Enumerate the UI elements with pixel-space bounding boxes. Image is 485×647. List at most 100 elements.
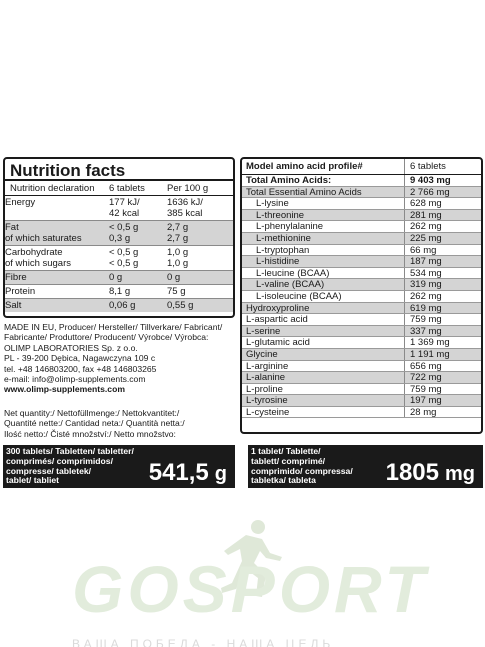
nutrition-row: Fibre 0 g 0 g <box>5 271 233 285</box>
nutrient-serving-value: < 0,5 g < 0,5 g <box>109 246 167 270</box>
nutrient-name-line: Fibre <box>5 272 27 283</box>
nutrient-per100g-value: 75 g <box>167 285 233 298</box>
box-1-amount: 1805 mg <box>386 460 475 487</box>
amino-acid-name: L-lysine <box>242 198 405 209</box>
amino-row: L-cysteine 28 mg <box>242 406 481 419</box>
amino-row: L-serine 337 mg <box>242 325 481 338</box>
box-1-amount-value: 1805 <box>385 459 439 486</box>
amino-row: Total Essential Amino Acids 2 766 mg <box>242 186 481 199</box>
amino-acid-value: 2 766 mg <box>410 186 450 198</box>
nutrition-row: Salt 0,06 g 0,55 g <box>5 299 233 312</box>
nutrient-name: Energy <box>5 196 109 220</box>
nutrition-facts-title: Nutrition facts <box>5 159 233 181</box>
amino-acid-name: L-methionine <box>242 232 405 244</box>
amino-acid-name: L-leucine (BCAA) <box>242 267 405 279</box>
nutrient-per100g-value-line: 385 kcal <box>167 208 203 219</box>
amino-acid-name: L-valine (BCAA) <box>242 279 405 290</box>
net-quantity-300-tablets-box: 300 tablets/ Tabletten/ tabletter/ compr… <box>3 445 235 488</box>
nutrient-serving-value-line: < 0,5 g <box>109 258 139 269</box>
amino-row: L-valine (BCAA) 319 mg <box>242 279 481 291</box>
amino-row: L-alanine 722 mg <box>242 372 481 384</box>
amino-acid-value: 759 mg <box>410 383 442 395</box>
amino-acid-value: 1 369 mg <box>410 337 450 349</box>
amino-acid-name: L-glutamic acid <box>242 337 405 348</box>
amino-header-title: Model amino acid profile# <box>242 159 405 174</box>
nutrient-per100g-value: 0,55 g <box>167 299 233 312</box>
nutrient-name: Fat of which saturates <box>5 221 109 245</box>
nutrient-per100g-value-line: 0 g <box>167 272 181 283</box>
box-300-amount: 541,5 g <box>149 460 227 487</box>
nutrient-name: Fibre <box>5 271 109 284</box>
amino-acid-value: 534 mg <box>410 267 442 279</box>
amino-row: L-histidine 187 mg <box>242 256 481 268</box>
gosport-watermark: GOSPORT ВАША ПОБЕДА - НАША ЦЕЛЬ <box>0 505 485 647</box>
nutrient-serving-value-line: 177 kJ/ <box>109 197 140 208</box>
amino-acid-name: L-tryptophan <box>242 244 405 256</box>
nutrition-facts-table: Nutrition facts Nutrition declaration 6 … <box>3 157 235 318</box>
amino-acid-value: 262 mg <box>410 290 442 302</box>
amino-acid-name: Total Essential Amino Acids <box>242 186 405 198</box>
amino-body: Total Amino Acids: 9 403 mg Total Essentia… <box>242 175 481 419</box>
box-300-line: 300 tablets/ Tabletten/ tabletter/ <box>6 446 134 456</box>
manufacturer-info: MADE IN EU, Producer/ Hersteller/ Tillve… <box>4 322 236 395</box>
amino-row: L-methionine 225 mg <box>242 232 481 245</box>
amino-row: Glycine 1 191 mg <box>242 348 481 361</box>
amino-row: L-tyrosine 197 mg <box>242 395 481 407</box>
nutrient-name: Protein <box>5 285 109 298</box>
net-quantity-line: Ilość netto:/ Čisté množství:/ Netto mno… <box>4 428 176 439</box>
nutrition-row: Protein 8,1 g 75 g <box>5 285 233 299</box>
box-300-amount-value: 541,5 <box>148 459 209 486</box>
amino-acid-value: 759 mg <box>410 314 442 326</box>
nutrition-header-declaration: Nutrition declaration <box>10 183 95 194</box>
nutrition-header-serving: 6 tablets <box>109 183 145 194</box>
amino-row: L-glutamic acid 1 369 mg <box>242 337 481 349</box>
manufacturer-website: www.olimp-supplements.com <box>4 384 125 395</box>
nutrient-serving-value-line: 0 g <box>109 272 123 283</box>
amino-acid-name: L-serine <box>242 325 405 337</box>
nutrient-per100g-value-line: 1636 kJ/ <box>167 197 203 208</box>
amino-row: L-isoleucine (BCAA) 262 mg <box>242 290 481 303</box>
box-1-description: 1 tablet/ Tablette/ tablett/ comprimé/ c… <box>251 446 353 486</box>
amino-row: Hydroxyproline 619 mg <box>242 302 481 315</box>
amino-row: L-phenylalanine 262 mg <box>242 221 481 233</box>
nutrient-serving-value: 0 g <box>109 271 167 284</box>
amino-acid-value: 9 403 mg <box>410 175 451 186</box>
net-quantity-line: Net quantity:/ Nettofüllmenge:/ Nettokva… <box>4 408 180 418</box>
net-quantity-label: Net quantity:/ Nettofüllmenge:/ Nettokva… <box>4 408 236 439</box>
nutrient-per100g-value-line: 2,7 g <box>167 222 189 233</box>
watermark-word: GOSPORT <box>72 552 429 626</box>
box-1-line: comprimido/ compressa/ <box>251 465 353 476</box>
nutrition-row: Fat of which saturates < 0,5 g 0,3 g 2,7 g 2,… <box>5 221 233 246</box>
box-1-line: tablett/ comprimé/ <box>251 455 326 466</box>
amino-acid-name: L-phenylalanine <box>242 221 405 232</box>
box-300-line: tablet/ tabliet <box>6 475 60 486</box>
amino-acid-name: L-alanine <box>242 372 405 383</box>
nutrition-body: Energy 177 kJ/42 kcal 1636 kJ/385 kcal Fat o… <box>5 196 233 312</box>
amino-acid-profile-table: Model amino acid profile# 6 tablets Tota… <box>240 157 483 434</box>
amino-acid-value: 225 mg <box>410 232 442 244</box>
amino-acid-value: 619 mg <box>410 302 442 314</box>
nutrient-per100g-value: 1,0 g 1,0 g <box>167 246 233 270</box>
amino-acid-name: L-cysteine <box>242 406 405 418</box>
amino-acid-value: 337 mg <box>410 325 442 337</box>
amino-acid-value: 197 mg <box>410 395 442 407</box>
nutrient-per100g-value-line: 0,55 g <box>167 300 194 311</box>
amino-acid-value: 262 mg <box>410 221 442 233</box>
box-300-description: 300 tablets/ Tabletten/ tabletter/ compr… <box>6 446 134 486</box>
amino-acid-name: L-histidine <box>242 256 405 267</box>
amino-row: L-proline 759 mg <box>242 383 481 396</box>
amino-acid-name: L-proline <box>242 383 405 395</box>
amino-acid-value: 66 mg <box>410 244 437 256</box>
manufacturer-line: PL - 39-200 Dębica, Nagawczyna 109 c <box>4 353 156 364</box>
amino-acid-value: 1 191 mg <box>410 348 450 360</box>
manufacturer-line: e-mail: info@olimp-supplements.com <box>4 374 146 385</box>
amino-row: L-threonine 281 mg <box>242 209 481 222</box>
nutrition-row: Carbohydrate of which sugars < 0,5 g < 0,5 … <box>5 246 233 271</box>
amino-acid-value: 319 mg <box>410 279 442 291</box>
nutrition-header-row: Nutrition declaration 6 tablets Per 100 … <box>5 181 233 196</box>
manufacturer-line: OLIMP LABORATORIES Sp. z o.o. <box>4 342 138 353</box>
amino-row: L-arginine 656 mg <box>242 360 481 373</box>
nutrient-name-line: Fat <box>5 222 19 233</box>
box-300-line: compresse/ tabletek/ <box>6 465 92 476</box>
manufacturer-line: tel. +48 146803200, fax +48 146803265 <box>4 363 157 374</box>
